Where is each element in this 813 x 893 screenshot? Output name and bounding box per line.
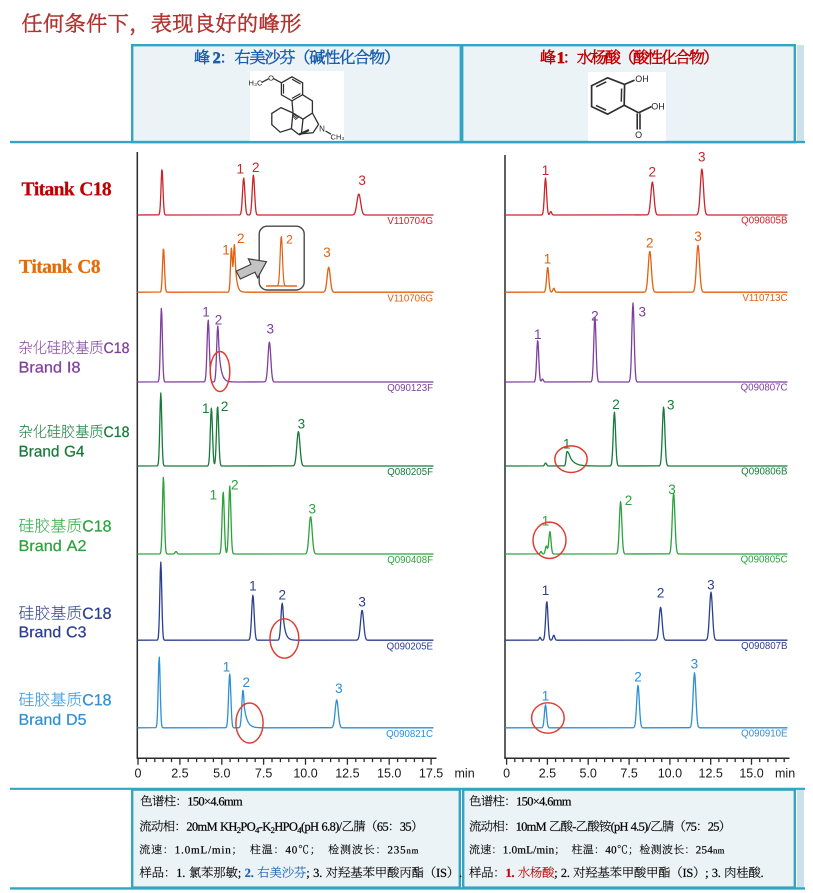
svg-text:O: O	[268, 74, 274, 83]
svg-text:5.0: 5.0	[580, 767, 597, 781]
svg-text:Q090408F: Q090408F	[387, 555, 433, 566]
svg-text:V110713C: V110713C	[742, 293, 787, 304]
svg-text:V110704G: V110704G	[387, 216, 433, 227]
svg-text:1: 1	[222, 243, 230, 258]
svg-text:17.5: 17.5	[419, 767, 443, 781]
svg-text:OH: OH	[635, 74, 649, 84]
svg-text:0: 0	[135, 767, 142, 781]
svg-text:1: 1	[544, 251, 552, 266]
svg-text:3: 3	[309, 501, 317, 516]
svg-text:1: 1	[563, 436, 571, 451]
svg-text:2: 2	[646, 236, 654, 251]
svg-text:1: 1	[249, 579, 257, 594]
svg-text:min: min	[455, 767, 475, 781]
svg-text:10.0: 10.0	[658, 767, 682, 781]
svg-text:1: 1	[542, 163, 550, 178]
svg-text:2: 2	[657, 585, 665, 600]
svg-text:2: 2	[612, 397, 620, 412]
svg-text:Q090205E: Q090205E	[387, 641, 434, 652]
svg-text:12.5: 12.5	[699, 767, 723, 781]
svg-text:5.0: 5.0	[213, 767, 230, 781]
svg-text:15.0: 15.0	[739, 767, 763, 781]
svg-text:1: 1	[223, 659, 231, 674]
svg-text:2: 2	[278, 587, 286, 602]
svg-text:Q090806B: Q090806B	[741, 467, 787, 478]
svg-text:2: 2	[242, 675, 250, 690]
svg-text:3: 3	[358, 173, 366, 188]
svg-text:2.5: 2.5	[539, 767, 556, 781]
svg-text:3: 3	[638, 305, 646, 320]
svg-text:3: 3	[707, 577, 715, 592]
svg-text:Q090807C: Q090807C	[741, 383, 788, 394]
svg-text:2: 2	[286, 232, 293, 246]
svg-text:Q090805C: Q090805C	[741, 555, 788, 566]
svg-text:CH₃: CH₃	[331, 133, 345, 142]
svg-text:3: 3	[358, 594, 366, 609]
svg-text:O: O	[635, 130, 642, 140]
svg-text:2: 2	[215, 312, 223, 327]
svg-text:2: 2	[252, 160, 260, 175]
svg-text:1: 1	[534, 327, 542, 342]
svg-text:1: 1	[202, 304, 210, 319]
svg-text:H₃C: H₃C	[249, 79, 263, 88]
svg-text:10.0: 10.0	[293, 767, 317, 781]
svg-text:2: 2	[634, 669, 642, 684]
svg-text:2: 2	[625, 493, 633, 508]
svg-text:Q090821C: Q090821C	[386, 729, 433, 740]
svg-text:3: 3	[298, 416, 306, 431]
svg-text:1: 1	[237, 162, 245, 177]
svg-text:Q090807B: Q090807B	[741, 641, 787, 652]
svg-text:1: 1	[542, 583, 550, 598]
svg-text:2: 2	[649, 165, 657, 180]
svg-text:3: 3	[668, 482, 676, 497]
svg-text:3: 3	[694, 229, 702, 244]
svg-text:1: 1	[210, 487, 218, 502]
svg-text:1: 1	[542, 688, 550, 703]
svg-text:12.5: 12.5	[335, 767, 359, 781]
svg-text:0: 0	[503, 767, 510, 781]
svg-text:15.0: 15.0	[377, 767, 401, 781]
svg-text:1: 1	[542, 514, 550, 529]
svg-text:Q090910E: Q090910E	[741, 728, 788, 739]
svg-text:2: 2	[221, 399, 229, 414]
svg-text:2.5: 2.5	[171, 767, 188, 781]
svg-text:1: 1	[202, 401, 210, 416]
svg-text:OH: OH	[651, 102, 665, 112]
svg-text:3: 3	[266, 322, 274, 337]
svg-text:3: 3	[335, 681, 343, 696]
svg-text:Q080205F: Q080205F	[387, 467, 433, 478]
svg-text:min: min	[775, 767, 795, 781]
svg-text:2: 2	[231, 477, 239, 492]
svg-text:3: 3	[323, 245, 331, 260]
svg-text:N: N	[319, 125, 325, 134]
svg-text:7.5: 7.5	[255, 767, 272, 781]
svg-text:3: 3	[691, 656, 699, 671]
svg-text:Q090123F: Q090123F	[387, 383, 433, 394]
svg-text:V110706G: V110706G	[387, 293, 433, 304]
svg-text:3: 3	[698, 149, 706, 164]
svg-text:7.5: 7.5	[620, 767, 637, 781]
svg-text:3: 3	[667, 398, 675, 413]
svg-text:Q090805B: Q090805B	[741, 216, 787, 227]
svg-text:2: 2	[591, 309, 599, 324]
svg-text:2: 2	[237, 231, 245, 246]
